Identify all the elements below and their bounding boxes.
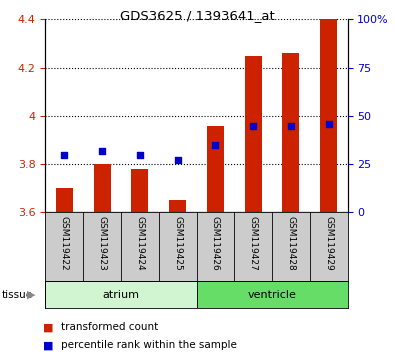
Text: GSM119422: GSM119422 <box>60 216 69 270</box>
Text: GSM119426: GSM119426 <box>211 216 220 270</box>
Text: GSM119423: GSM119423 <box>98 216 107 270</box>
Point <box>175 158 181 163</box>
Point <box>61 152 68 157</box>
Text: GSM119425: GSM119425 <box>173 216 182 270</box>
Text: tissue: tissue <box>2 290 33 300</box>
Bar <box>132 169 149 212</box>
Text: ■: ■ <box>43 322 54 332</box>
Text: GSM119427: GSM119427 <box>249 216 258 270</box>
Text: ■: ■ <box>43 340 54 350</box>
Bar <box>56 188 73 212</box>
Point <box>250 123 256 129</box>
Bar <box>45 281 197 308</box>
Text: transformed count: transformed count <box>61 322 158 332</box>
Point <box>99 148 105 154</box>
Point <box>137 152 143 157</box>
Bar <box>320 19 337 212</box>
Bar <box>282 53 299 212</box>
Point <box>288 123 294 129</box>
Text: ▶: ▶ <box>27 290 36 300</box>
Bar <box>169 200 186 212</box>
Text: GSM119429: GSM119429 <box>324 216 333 270</box>
Text: GSM119428: GSM119428 <box>286 216 295 270</box>
Text: GDS3625 / 1393641_at: GDS3625 / 1393641_at <box>120 9 275 22</box>
Point <box>325 121 332 126</box>
Text: ventricle: ventricle <box>248 290 297 300</box>
Text: GSM119424: GSM119424 <box>135 216 144 270</box>
Point <box>212 142 218 148</box>
Bar <box>94 164 111 212</box>
Text: percentile rank within the sample: percentile rank within the sample <box>61 340 237 350</box>
Bar <box>207 126 224 212</box>
Bar <box>197 281 348 308</box>
Text: atrium: atrium <box>102 290 139 300</box>
Bar <box>245 56 261 212</box>
